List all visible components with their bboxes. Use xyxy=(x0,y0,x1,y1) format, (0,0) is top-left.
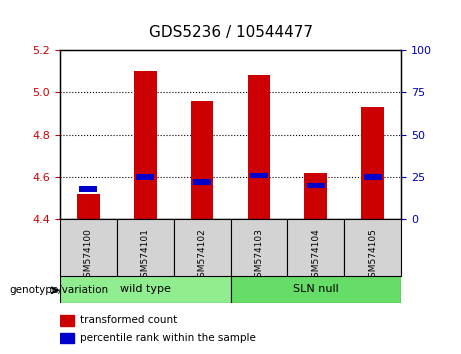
Bar xyxy=(248,75,270,219)
Text: GSM574101: GSM574101 xyxy=(141,228,150,283)
Bar xyxy=(134,71,157,219)
Bar xyxy=(364,175,382,180)
Text: GSM574103: GSM574103 xyxy=(254,228,263,283)
FancyBboxPatch shape xyxy=(117,219,174,276)
FancyBboxPatch shape xyxy=(60,276,230,303)
Text: genotype/variation: genotype/variation xyxy=(9,285,108,295)
Bar xyxy=(136,175,154,180)
Text: SLN null: SLN null xyxy=(293,284,339,295)
Text: GDS5236 / 10544477: GDS5236 / 10544477 xyxy=(148,25,313,40)
FancyBboxPatch shape xyxy=(230,276,401,303)
Bar xyxy=(60,333,74,343)
FancyBboxPatch shape xyxy=(174,219,230,276)
Bar xyxy=(79,186,97,192)
Bar xyxy=(307,183,325,188)
Text: GSM574104: GSM574104 xyxy=(311,228,320,283)
Text: wild type: wild type xyxy=(120,284,171,295)
FancyBboxPatch shape xyxy=(344,219,401,276)
Text: transformed count: transformed count xyxy=(80,315,177,325)
Text: GSM574102: GSM574102 xyxy=(198,228,207,283)
Text: GSM574100: GSM574100 xyxy=(84,228,93,283)
Bar xyxy=(361,107,384,219)
Bar xyxy=(77,194,100,219)
Text: percentile rank within the sample: percentile rank within the sample xyxy=(80,333,256,343)
FancyBboxPatch shape xyxy=(287,219,344,276)
FancyBboxPatch shape xyxy=(230,219,287,276)
Bar xyxy=(191,101,213,219)
Bar xyxy=(60,315,74,326)
Bar xyxy=(193,179,211,185)
Text: GSM574105: GSM574105 xyxy=(368,228,377,283)
Bar xyxy=(250,173,268,178)
Bar xyxy=(304,173,327,219)
FancyBboxPatch shape xyxy=(60,219,117,276)
